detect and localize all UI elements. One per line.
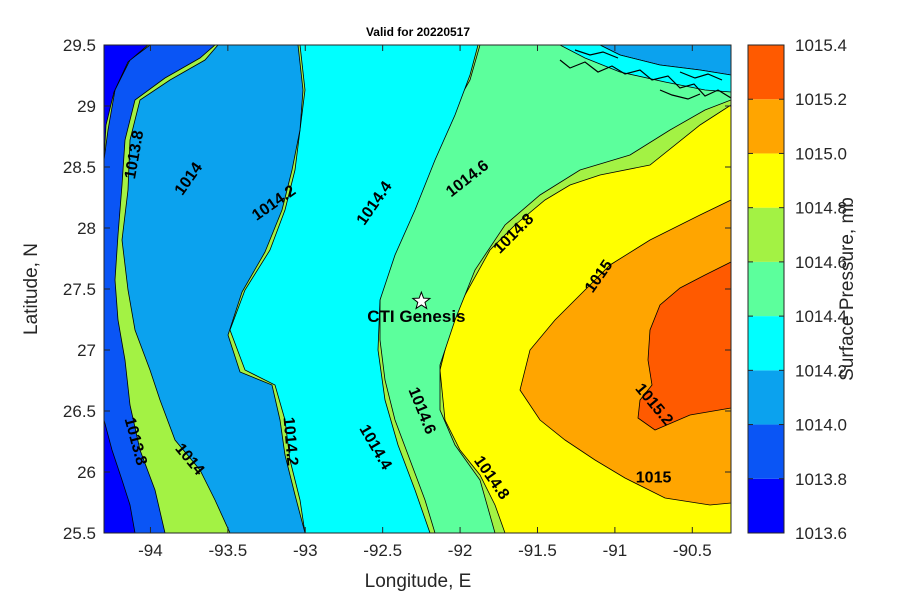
colorbar-label: Surface Pressure, mb	[837, 197, 858, 381]
x-tick-label: -91	[603, 541, 628, 560]
colorbar-segment	[748, 424, 784, 479]
x-axis-label: Longitude, E	[365, 571, 472, 592]
y-axis: 25.5 26 26.5 27 27.5 28 28.5 29 29.5	[63, 36, 731, 543]
colorbar-tick-label: 1015.2	[795, 90, 847, 109]
colorbar: 1013.6 1013.8 1014.0 1014.2 1014.4 1014.6 1014…	[747, 36, 847, 543]
y-tick-label: 25.5	[63, 524, 96, 543]
y-tick-label: 28	[77, 219, 96, 238]
x-tick-label: -92.5	[363, 541, 402, 560]
contour-band-1013-8	[104, 45, 149, 161]
contour-band-1014-4	[229, 45, 479, 533]
colorbar-tick-label: 1013.8	[795, 470, 847, 489]
genesis-annotation: CTI Genesis	[367, 290, 466, 326]
y-tick-label: 26.5	[63, 402, 96, 421]
x-tick-label: -91.5	[518, 541, 557, 560]
y-tick-label: 27.5	[63, 280, 96, 299]
x-tick-label: -90.5	[673, 541, 712, 560]
colorbar-tick-label: 1014.2	[795, 361, 847, 380]
contour-label: 1015	[636, 469, 672, 486]
x-tick-label: -93.5	[208, 541, 247, 560]
colorbar-segment	[748, 99, 784, 154]
colorbar-tick-label: 1015.0	[795, 144, 847, 163]
colorbar-frame	[747, 44, 785, 534]
colorbar-tick-label: 1014.6	[795, 253, 847, 272]
colorbar-tick-label: 1014.4	[795, 307, 847, 326]
y-tick-label: 29.5	[63, 36, 96, 55]
colorbar-segment	[748, 261, 784, 317]
colorbar-segment	[748, 370, 784, 425]
contour-band-1014-2	[121, 45, 306, 533]
contour-fills	[104, 45, 731, 533]
contour-band-1013-8-lower	[104, 419, 136, 533]
colorbar-segment	[748, 45, 784, 100]
colorbar-tick-label: 1014.0	[795, 416, 847, 435]
colorbar-tick-label: 1015.4	[795, 36, 847, 55]
contour-band-1015	[519, 199, 731, 506]
contour-band-1015-2	[637, 261, 731, 431]
coastline	[559, 49, 731, 100]
colorbar-segment	[748, 478, 784, 533]
x-tick-label: -92	[448, 541, 473, 560]
contour-label: 1014.2	[279, 416, 300, 466]
chart-title: Valid for 20220517	[366, 25, 470, 39]
x-tick-label: -93	[293, 541, 318, 560]
contour-band-1014-2-ne	[559, 45, 731, 93]
y-tick-label: 29	[77, 97, 96, 116]
colorbar-segment	[748, 207, 784, 262]
genesis-label: CTI Genesis	[367, 307, 465, 326]
y-axis-label: Latitude, N	[21, 243, 42, 335]
y-tick-label: 28.5	[63, 158, 96, 177]
colorbar-segment	[748, 316, 784, 371]
colorbar-tick-label: 1014.8	[795, 199, 847, 218]
y-tick-label: 27	[77, 341, 96, 360]
colorbar-segment	[748, 153, 784, 208]
x-tick-label: -94	[138, 541, 163, 560]
star-icon	[411, 290, 432, 310]
x-axis: -94 -93.5 -93 -92.5 -92 -91.5 -91 -90.5	[138, 45, 712, 560]
colorbar-tick-label: 1013.6	[795, 524, 847, 543]
y-tick-label: 26	[77, 463, 96, 482]
